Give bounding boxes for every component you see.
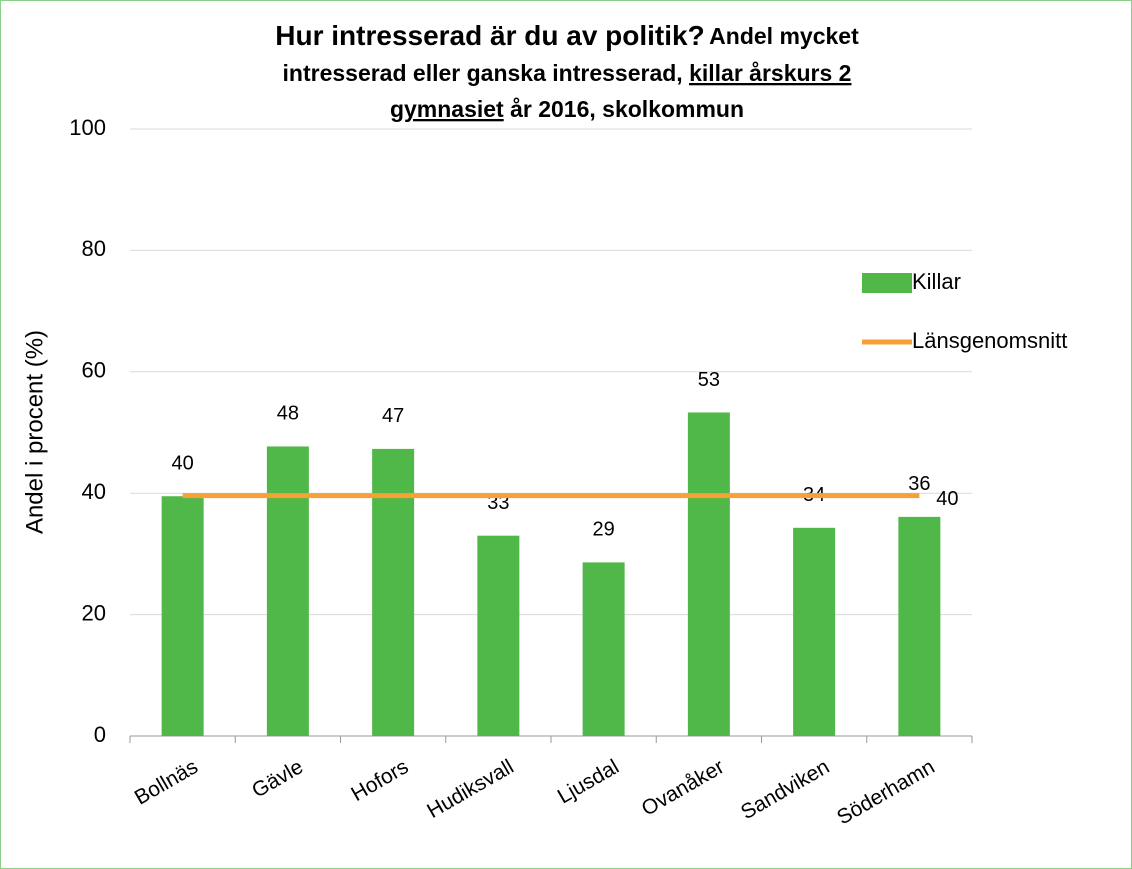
legend-label: Länsgenomsnitt <box>912 328 1067 353</box>
subtitle: Andel mycket <box>709 23 859 49</box>
subtitle: år 2016, skolkommun <box>510 96 744 122</box>
title-line-2: intresserad eller ganska intresserad, ki… <box>283 60 852 86</box>
data-label: 40 <box>172 453 194 475</box>
bar <box>161 496 204 736</box>
subtitle: intresserad eller ganska intresserad, <box>283 60 683 86</box>
bar <box>687 412 730 736</box>
legend-label: Killar <box>912 269 961 294</box>
y-tick-label: 20 <box>82 600 106 625</box>
y-tick-label: 80 <box>82 236 106 261</box>
data-label: 48 <box>277 403 299 425</box>
bar <box>898 516 941 736</box>
title-line-1: Hur intresserad är du av politik? Andel … <box>275 20 859 51</box>
y-axis-label: Andel i procent (%) <box>21 330 48 534</box>
data-label: 47 <box>382 405 404 427</box>
data-label: 40 <box>936 488 958 510</box>
data-label: 53 <box>698 369 720 391</box>
y-tick-label: 60 <box>82 358 106 383</box>
chart-title: Hur intresserad är du av politik? <box>275 20 704 51</box>
title-line-3: gymnasiet år 2016, skolkommun <box>390 96 744 122</box>
y-tick-label: 40 <box>82 479 106 504</box>
subtitle: gymnasiet <box>390 96 504 122</box>
legend-swatch <box>862 273 912 293</box>
data-label: 36 <box>908 473 930 495</box>
y-tick-label: 0 <box>94 722 106 747</box>
bar <box>372 448 415 736</box>
data-label: 29 <box>593 519 615 541</box>
y-tick-label: 100 <box>69 115 106 140</box>
bar <box>477 535 520 736</box>
bar <box>266 446 309 736</box>
bar <box>793 527 836 736</box>
bar <box>582 562 625 736</box>
subtitle: killar årskurs 2 <box>689 60 851 86</box>
